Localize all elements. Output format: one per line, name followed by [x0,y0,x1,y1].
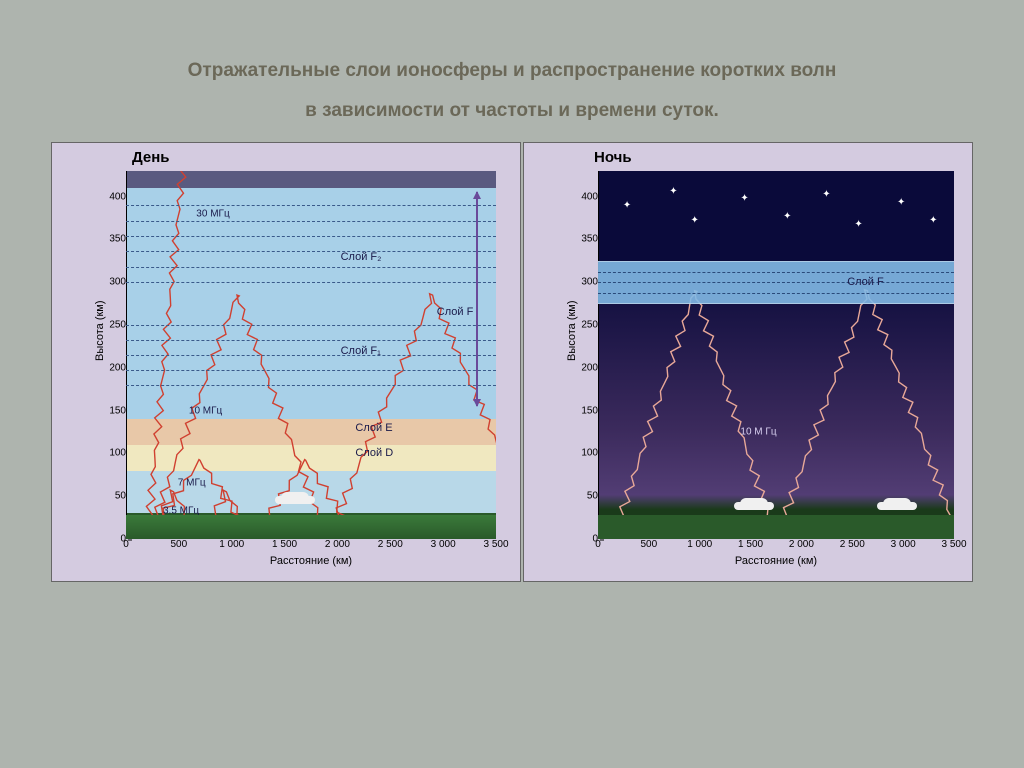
cloud-icon [740,498,768,510]
y-tick: 0 [564,534,598,545]
y-tick: 350 [564,234,598,245]
panel-night: Ночь Высота (км) 0 50 100 150 200 250 300 350 40… [523,142,973,582]
density-line [126,282,496,283]
layer-label: Слой E [355,422,392,434]
star-icon: ✦ [691,215,699,226]
x-axis-night: Расстояние (км) 05001 0001 5002 0002 500… [598,539,954,563]
star-icon: ✦ [897,197,905,208]
layer-label: Слой F [847,276,884,288]
density-line [126,355,496,356]
y-tick: 200 [92,362,126,373]
layer-label: Слой D [355,447,393,459]
density-line [126,340,496,341]
y-tick: 100 [564,448,598,459]
y-tick: 50 [564,491,598,502]
density-line [126,385,496,386]
y-tick: 150 [564,405,598,416]
density-line [126,236,496,237]
panel-night-label: Ночь [594,149,632,166]
x-tick: 1 000 [219,539,244,550]
atm-layer [126,445,496,471]
y-tick: 350 [92,234,126,245]
y-tick: 300 [92,277,126,288]
frequency-label: 10 М Гц [740,427,776,438]
y-tick: 400 [92,191,126,202]
star-icon: ✦ [623,200,631,211]
x-tick: 2 000 [789,539,814,550]
star-icon: ✦ [783,211,791,222]
y-tick: 250 [92,320,126,331]
x-tick: 1 500 [272,539,297,550]
day-chart-area: Слой F₂ Слой F Слой F₁ Слой E Слой D 30 МГц 10… [126,171,496,539]
y-tick: 100 [92,448,126,459]
panel-day-label: День [132,149,170,166]
y-tick: 300 [564,277,598,288]
y-axis-day: Высота (км) 050100150200250300350400 [92,171,126,539]
y-axis-night: Высота (км) 050100150200250300350400 [564,171,598,539]
y-axis-label-night: Высота (км) [566,300,578,361]
atm-layer [126,419,496,445]
y-axis-label-day: Высота (км) [94,300,106,361]
frequency-label: 7 МГц [178,478,206,489]
density-line [126,221,496,222]
density-line [126,205,496,206]
layer-label: Слой F₂ [341,251,382,263]
x-tick: 3 500 [941,539,966,550]
layer-label: Слой F [437,306,474,318]
title-line1: Отражательные слои ионосферы и распростр… [80,60,944,82]
layer-label: Слой F₁ [341,345,381,357]
night-sky [598,171,954,539]
density-line [598,293,954,294]
title-line2: в зависимости от частоты и времени суток… [80,100,944,122]
x-tick: 2 000 [325,539,350,550]
x-tick: 2 500 [378,539,403,550]
x-axis-label-day: Расстояние (км) [270,555,352,567]
density-line [598,282,954,283]
star-icon: ✦ [669,186,677,197]
ground [598,515,954,539]
star-icon: ✦ [854,219,862,230]
density-line [126,251,496,252]
x-axis-label-night: Расстояние (км) [735,555,817,567]
x-tick: 0 [123,539,129,550]
night-chart-area: Слой F 10 М Гц ✦ ✦ ✦ ✦ ✦ ✦ ✦ ✦ ✦ [598,171,954,539]
star-icon: ✦ [929,215,937,226]
y-tick: 400 [564,191,598,202]
density-line [126,370,496,371]
y-tick: 250 [564,320,598,331]
f-layer-extent-arrow [476,192,478,406]
y-tick: 0 [92,534,126,545]
x-tick: 500 [641,539,658,550]
x-tick: 1 500 [738,539,763,550]
x-tick: 2 500 [840,539,865,550]
y-tick: 200 [564,362,598,373]
panel-day: День Высота (км) 0 50 100 150 200 250 300 350 40… [51,142,521,582]
y-tick: 150 [92,405,126,416]
title: Отражательные слои ионосферы и распростр… [0,0,1024,142]
density-line [126,267,496,268]
x-tick: 500 [171,539,188,550]
atm-layer [126,171,496,188]
axis-border [598,171,599,539]
star-icon: ✦ [740,193,748,204]
panels-row: День Высота (км) 0 50 100 150 200 250 300 350 40… [0,142,1024,582]
x-tick: 3 000 [891,539,916,550]
ground [126,515,496,539]
density-line [126,325,496,326]
cloud-icon [281,492,309,504]
x-axis-day: Расстояние (км) 05001 0001 5002 0002 500… [126,539,496,563]
y-tick: 50 [92,491,126,502]
density-line [598,272,954,273]
frequency-label: 10 МГц [189,405,222,416]
cloud-icon [883,498,911,510]
frequency-label: 30 МГц [196,208,229,219]
x-tick: 1 000 [687,539,712,550]
x-tick: 3 500 [483,539,508,550]
x-tick: 3 000 [431,539,456,550]
x-tick: 0 [595,539,601,550]
star-icon: ✦ [822,189,830,200]
